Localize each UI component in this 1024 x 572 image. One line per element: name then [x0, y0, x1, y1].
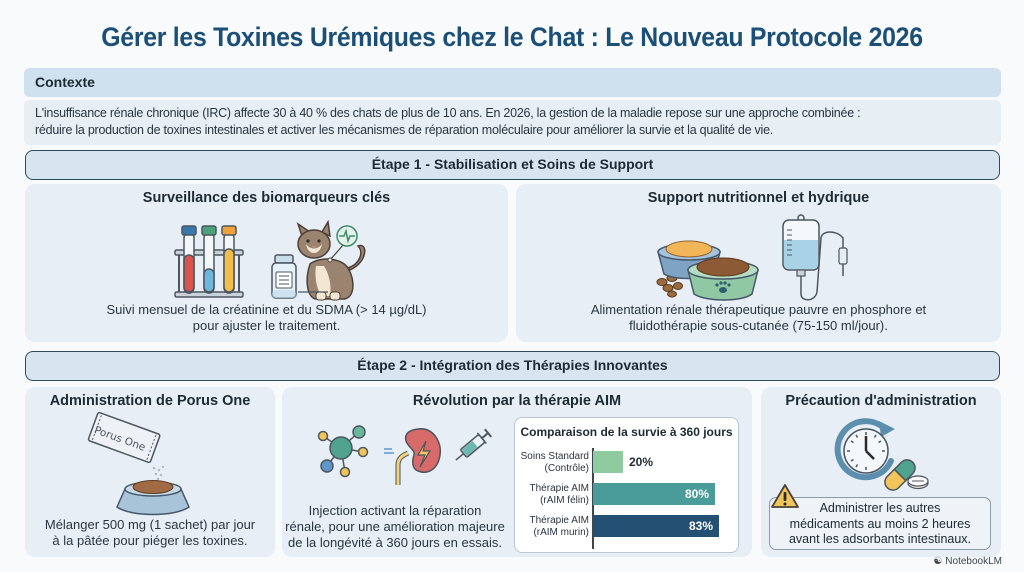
- chart-bar-murine: [593, 515, 719, 537]
- kidney-icon: [384, 428, 442, 485]
- clock-cycle-icon: [834, 418, 895, 481]
- panel-nutrition: Support nutritionnel et hydrique: [516, 184, 1001, 342]
- chart-label-standard: Soins Standard (Contrôle): [520, 451, 589, 474]
- notebooklm-logo-icon: ☯: [933, 556, 943, 567]
- cat-icon: [296, 219, 366, 301]
- context-line-1: L'insuffisance rénale chronique (IRC) af…: [35, 106, 861, 120]
- bar-value-murine: 83%: [689, 519, 714, 533]
- context-heading: Contexte: [24, 68, 1001, 97]
- chart-title: Comparaison de la survie à 360 jours: [520, 425, 733, 439]
- powder-particles: [152, 465, 165, 481]
- stage2-banner: Étape 2 - Intégration des Thérapies Inno…: [25, 351, 1000, 381]
- survival-chart: Comparaison de la survie à 360 jours Soi…: [514, 417, 739, 553]
- chart-bar-feline: [593, 483, 715, 505]
- warning-icon: [771, 484, 799, 508]
- context-body: L'insuffisance rénale chronique (IRC) af…: [24, 100, 1001, 145]
- panel-description: Mélanger 500 mg (1 sachet) par jour à la…: [44, 517, 256, 548]
- test-tubes-icon: [174, 225, 244, 298]
- chart-axis: [592, 448, 594, 549]
- iv-bag-icon: [782, 214, 848, 301]
- chart-bar-standard: [593, 451, 623, 473]
- context-line-2: réduire la production de toxines intesti…: [35, 123, 774, 137]
- panel-description: Alimentation rénale thérapeutique pauvre…: [590, 302, 927, 333]
- medicine-bottle-icon: [271, 254, 297, 299]
- stage1-banner: Étape 1 - Stabilisation et Soins de Supp…: [25, 150, 1000, 180]
- molecule-icon: [317, 425, 369, 478]
- panel-description: Injection activant la réparation rénale,…: [285, 503, 505, 550]
- watermark: ☯ NotebookLM: [933, 556, 1002, 567]
- panel-title: Administration de Porus One: [49, 393, 251, 409]
- bar-value-feline: 80%: [685, 487, 710, 501]
- warning-box: Administrer les autres médicaments au mo…: [769, 497, 991, 550]
- page-title: Gérer les Toxines Urémiques chez le Chat…: [101, 22, 923, 52]
- syringe-icon: [455, 428, 493, 461]
- chart-label-murine: Thérapie AIM (rAIM murin): [529, 515, 589, 538]
- connector-line: [298, 291, 328, 293]
- panel-description: Suivi mensuel de la créatinine et du SDM…: [106, 302, 427, 333]
- panel-biomarkers: Surveillance des biomarqueurs clés: [25, 184, 508, 342]
- chart-label-feline: Thérapie AIM (rAIM félin): [529, 483, 589, 506]
- panel-porus-one: Administration de Porus One Porus One Mé…: [25, 387, 275, 557]
- capsule-icon: [884, 459, 916, 491]
- bar-value-standard: 20%: [629, 455, 654, 469]
- panel-title: Précaution d'administration: [785, 393, 977, 409]
- panel-title: Support nutritionnel et hydrique: [647, 190, 870, 206]
- sachet-icon: [87, 411, 161, 464]
- warning-text: Administrer les autres médicaments au mo…: [788, 501, 972, 546]
- panel-title: Révolution par la thérapie AIM: [412, 393, 622, 409]
- food-bowls-icon: [656, 240, 759, 301]
- food-bowl-icon: [116, 480, 190, 516]
- panel-title: Surveillance des biomarqueurs clés: [142, 190, 391, 206]
- tablet-icon: [907, 475, 929, 490]
- heart-monitor-icon: [336, 225, 358, 247]
